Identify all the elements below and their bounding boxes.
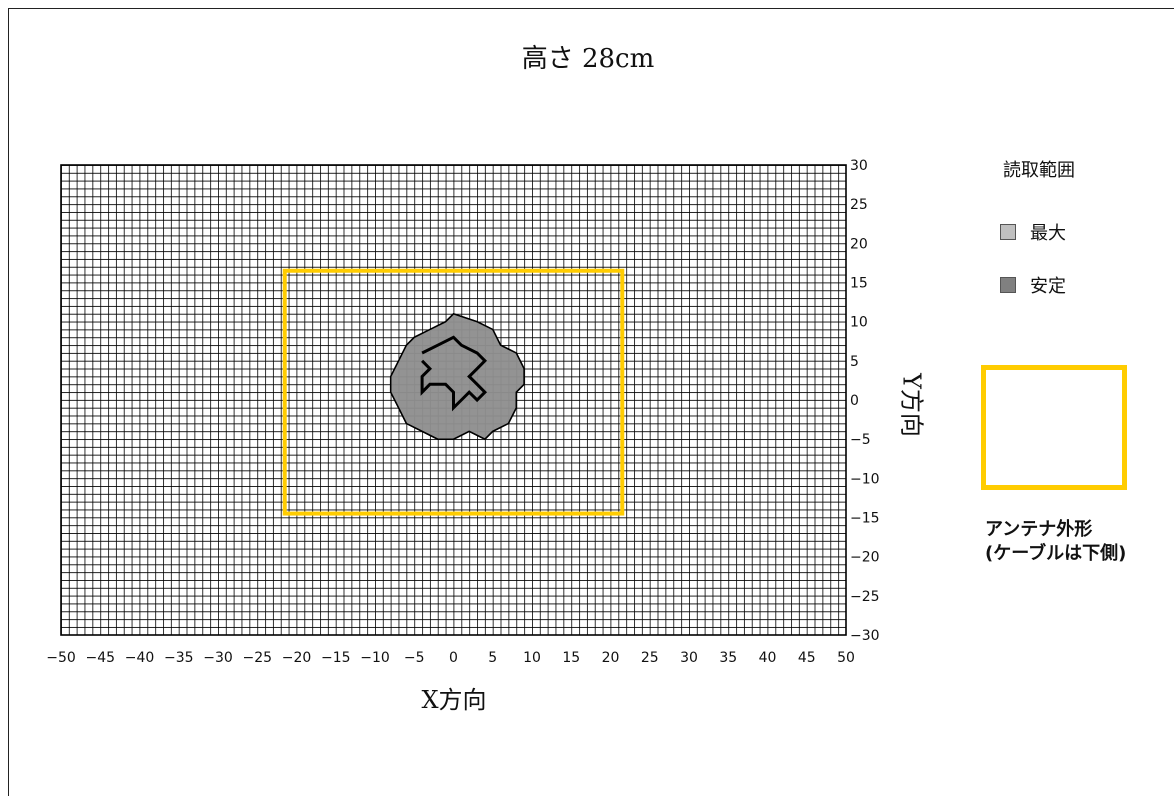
x-tick-label: 25 [641, 650, 659, 666]
legend-item-stable: 安定 [1000, 272, 1066, 298]
chart-title: 高さ 28cm [521, 44, 655, 74]
antenna-layer [282, 268, 625, 516]
x-tick-label: −45 [85, 650, 115, 666]
y-tick-label: −5 [850, 432, 871, 448]
legend-title: 読取範囲 [1003, 160, 1075, 181]
x-tick-label: −40 [125, 650, 155, 666]
y-axis-label: Y方向 [897, 373, 926, 437]
x-tick-label: 35 [719, 650, 737, 666]
legend-label-max: 最大 [1030, 223, 1066, 244]
legend-swatch-stable [1000, 277, 1016, 293]
y-tick-label: 0 [850, 393, 859, 409]
x-tick-label: −20 [282, 650, 312, 666]
x-tick-label: 45 [798, 650, 816, 666]
x-tick-label: −10 [360, 650, 390, 666]
y-tick-label: −25 [850, 589, 880, 605]
x-tick-label: −35 [164, 650, 194, 666]
legend-swatch-max [1000, 224, 1016, 240]
x-tick-label: 40 [759, 650, 777, 666]
y-tick-label: 20 [850, 236, 868, 252]
figure-frame [8, 8, 1174, 796]
x-tick-label: 0 [449, 650, 458, 666]
antenna-label-line1: アンテナ外形 [985, 519, 1093, 540]
x-tick-label: −30 [203, 650, 233, 666]
inner-pattern [420, 335, 488, 412]
legend-item-max: 最大 [1000, 219, 1066, 245]
x-tick-label: −5 [404, 650, 425, 666]
x-tick-label: 20 [602, 650, 620, 666]
x-tick-label: 10 [523, 650, 541, 666]
x-tick-label: 15 [562, 650, 580, 666]
antenna-outline [282, 268, 625, 516]
antenna-label-line2: (ケーブルは下側) [985, 543, 1127, 564]
x-tick-label: −25 [242, 650, 272, 666]
y-tick-label: −10 [850, 471, 880, 487]
y-tick-label: 25 [850, 197, 868, 213]
y-tick-labels: 30 25 20 15 10 5 0 −5 −10 −15 −20 −25 −30 [850, 158, 880, 644]
x-tick-labels: −50 −45 −40 −35 −30 −25 −20 −15 −10 −5 0 5 10 15 20 25 3… [46, 650, 855, 666]
antenna-legend-label: アンテナ外形 (ケーブルは下側) [985, 518, 1126, 566]
y-tick-label: 15 [850, 276, 868, 292]
y-tick-label: −30 [850, 628, 880, 644]
y-tick-label: −15 [850, 511, 880, 527]
legend-label-stable: 安定 [1030, 276, 1066, 297]
x-tick-label: 30 [680, 650, 698, 666]
x-tick-label: −15 [321, 650, 351, 666]
region-layer [389, 312, 525, 441]
stable-range-region [389, 312, 525, 441]
y-tick-label: −20 [850, 550, 880, 566]
x-tick-label: 5 [488, 650, 497, 666]
y-tick-label: 5 [850, 354, 859, 370]
x-tick-label: 50 [837, 650, 855, 666]
y-tick-label: 10 [850, 315, 868, 331]
x-tick-label: −50 [46, 650, 76, 666]
antenna-legend-box [981, 365, 1127, 490]
y-tick-label: 30 [850, 158, 868, 174]
x-axis-label: X方向 [421, 686, 487, 714]
